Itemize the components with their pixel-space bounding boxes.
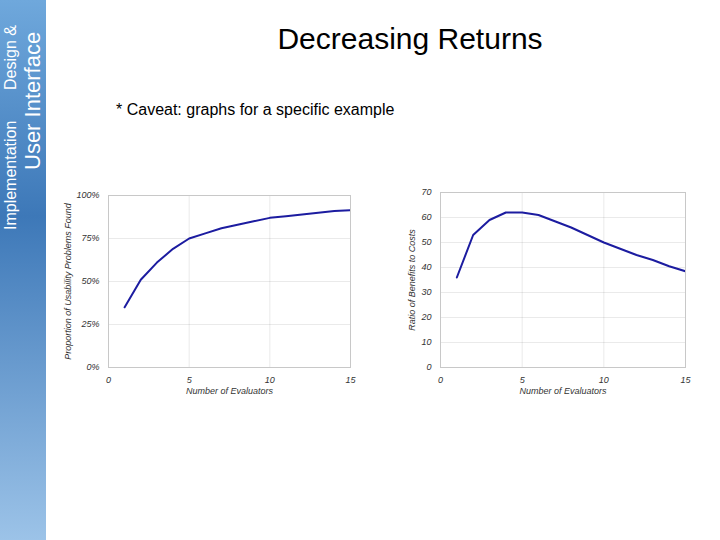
svg-text:Ratio of Benefits to Costs: Ratio of Benefits to Costs (407, 229, 417, 331)
svg-text:40: 40 (421, 262, 431, 272)
svg-text:15: 15 (345, 375, 356, 385)
html-text:Decreasing Returns: Decreasing Returns (277, 22, 543, 55)
svg-text:5: 5 (187, 375, 193, 385)
svg-text:0: 0 (438, 375, 443, 385)
html-text:Implementation: Implementation (2, 120, 19, 230)
html-text:* Caveat: graphs for a specifi: * Caveat: graphs for a specific example (116, 101, 395, 118)
svg-text:Number of Evaluators: Number of Evaluators (519, 386, 607, 396)
svg-text:20: 20 (420, 312, 431, 322)
svg-text:Number of Evaluators: Number of Evaluators (186, 386, 274, 396)
svg-text:70: 70 (421, 187, 431, 197)
svg-text:50%: 50% (81, 276, 99, 286)
svg-text:Proportion of Usability Proble: Proportion of Usability Problems Found (63, 202, 73, 360)
svg-text:10: 10 (265, 375, 275, 385)
svg-text:0: 0 (106, 375, 111, 385)
svg-text:75%: 75% (81, 233, 99, 243)
svg-text:60: 60 (421, 212, 431, 222)
html-text:Design &: Design & (2, 25, 19, 90)
svg-text:5: 5 (520, 375, 526, 385)
svg-text:15: 15 (680, 375, 691, 385)
svg-text:100%: 100% (76, 190, 99, 200)
svg-text:0: 0 (426, 362, 431, 372)
svg-text:10: 10 (421, 337, 431, 347)
svg-text:30: 30 (421, 287, 431, 297)
svg-text:10: 10 (599, 375, 609, 385)
svg-text:0%: 0% (86, 362, 99, 372)
svg-text:50: 50 (421, 237, 431, 247)
svg-text:25%: 25% (80, 319, 99, 329)
html-text:User Interface: User Interface (20, 31, 45, 170)
